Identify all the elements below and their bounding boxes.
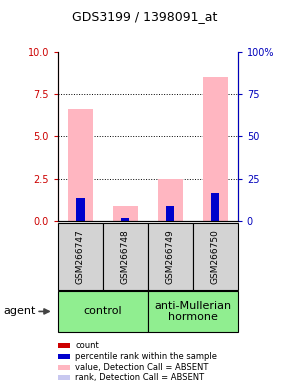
Bar [77,198,84,221]
Text: GDS3199 / 1398091_at: GDS3199 / 1398091_at [72,10,218,23]
Text: count: count [75,341,99,350]
Bar [122,218,129,221]
Bar [158,179,183,221]
Text: control: control [84,306,122,316]
Text: GSM266748: GSM266748 [121,229,130,284]
Text: agent: agent [3,306,35,316]
Text: GSM266749: GSM266749 [166,229,175,284]
Text: GSM266750: GSM266750 [211,229,220,284]
Text: percentile rank within the sample: percentile rank within the sample [75,352,218,361]
Text: value, Detection Call = ABSENT: value, Detection Call = ABSENT [75,362,209,372]
Text: anti-Mullerian
hormone: anti-Mullerian hormone [154,301,231,322]
Bar [211,193,219,221]
Bar [203,77,228,221]
Bar [113,205,138,221]
Bar [166,207,174,221]
Text: rank, Detection Call = ABSENT: rank, Detection Call = ABSENT [75,373,204,382]
Text: GSM266747: GSM266747 [76,229,85,284]
Bar [68,109,93,221]
